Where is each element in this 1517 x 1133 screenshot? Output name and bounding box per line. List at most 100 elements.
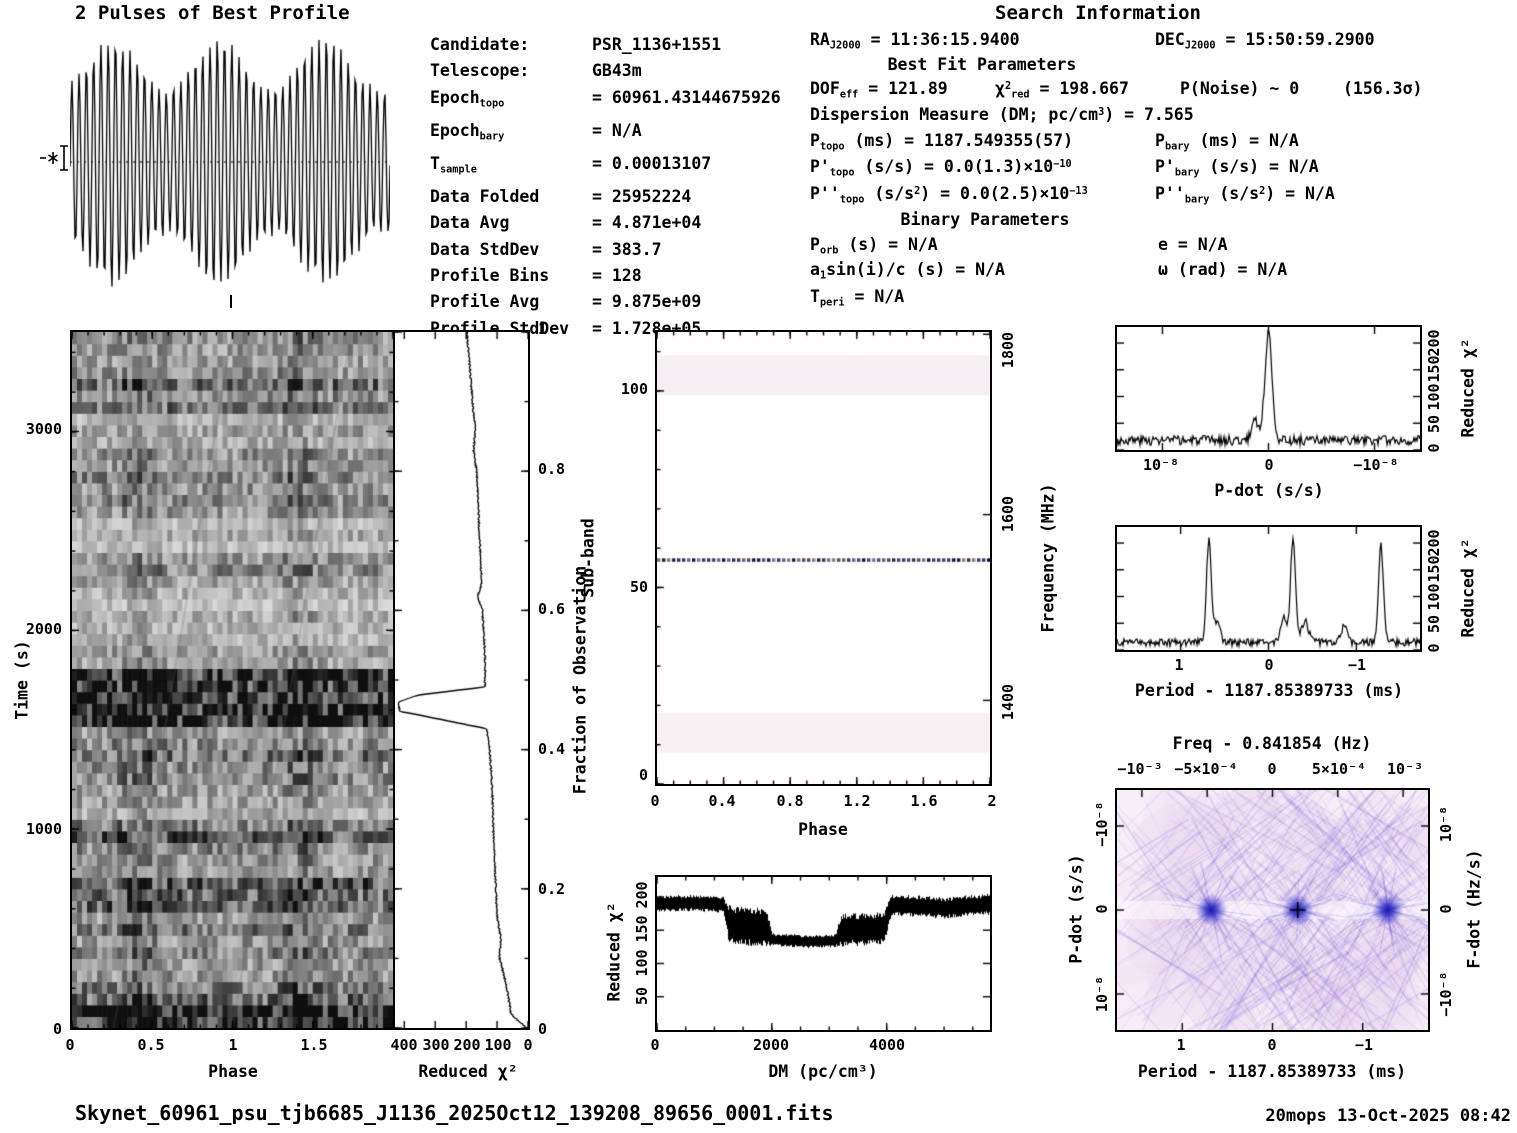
tick-label: 1 xyxy=(1174,656,1184,674)
tick-label: 100 xyxy=(484,1036,512,1054)
asini-value: a1sin(i)/c (s) = N/A xyxy=(810,260,1005,282)
dm-axis-label: DM (pc/cm³) xyxy=(768,1062,878,1081)
sigma-value: (156.3σ) xyxy=(1343,79,1423,98)
fraction-axis-label: Fraction of Observation xyxy=(570,565,590,795)
chi2-vs-time-plot xyxy=(393,330,530,1030)
tick-label: 10⁻⁸ xyxy=(1142,456,1180,474)
candidate-label: Data Folded xyxy=(430,186,540,206)
tick-label: 0 xyxy=(638,766,648,784)
tick-label: 0 xyxy=(65,1036,75,1054)
tick-label: 10⁻⁸ xyxy=(1093,975,1111,1013)
tick-label: 50 xyxy=(629,578,648,596)
candidate-label: Profile Bins xyxy=(430,265,550,285)
time-vs-phase-canvas xyxy=(72,332,393,1028)
pbary-value: Pbary (ms) = N/A xyxy=(1155,131,1299,153)
pdot-vs-period-plane-canvas xyxy=(1117,790,1428,1030)
tick-label: 0 xyxy=(1267,1036,1277,1054)
tick-label: 0 xyxy=(52,1020,62,1038)
subband-axis-label: Sub-band xyxy=(578,518,598,598)
candidate-row: Telescope: GB43m xyxy=(430,58,781,84)
tick-label: −10⁻⁸ xyxy=(1093,801,1111,847)
frequency-axis-label: Frequency (MHz) xyxy=(1038,483,1058,633)
tick-label: 0 xyxy=(523,1036,533,1054)
search-info-title: Search Information xyxy=(995,2,1201,24)
chi2-vs-dm-plot xyxy=(655,875,992,1032)
tick-label: 0.4 xyxy=(708,792,736,810)
period-axis-label: Period - 1187.85389733 (ms) xyxy=(1134,681,1404,700)
dec-value: DECJ2000 = 15:50:59.2900 xyxy=(1155,30,1375,52)
tick-label: 1.6 xyxy=(910,792,938,810)
ra-value: RAJ2000 = 11:36:15.9400 xyxy=(810,30,1020,52)
ptopo-value: Ptopo (ms) = 1187.549355(57) xyxy=(810,131,1074,153)
candidate-label: Telescope: xyxy=(430,61,530,81)
candidate-value: = N/A xyxy=(592,120,642,140)
tick-label: 1400 xyxy=(999,683,1017,721)
tick-label: 0.8 xyxy=(776,792,804,810)
time-vs-phase-plot xyxy=(70,330,395,1030)
subband-vs-phase-plot xyxy=(655,330,992,786)
candidate-value: = 0.00013107 xyxy=(592,153,712,173)
candidate-row: Profile Bins = 128 xyxy=(430,263,781,289)
porb-value: Porb (s) = N/A xyxy=(810,235,938,257)
pdot-vs-period-plane xyxy=(1115,788,1430,1032)
pddot-topo-value: P''topo (s/s2) = 0.0(2.5)×10−13 xyxy=(810,184,1088,206)
tick-label: 200 xyxy=(633,881,651,909)
tick-label: 0.6 xyxy=(538,600,566,618)
tick-label: 10⁻⁸ xyxy=(1437,805,1455,843)
tick-label: 0 xyxy=(1425,643,1443,653)
subband-vs-phase-canvas xyxy=(657,332,990,784)
pdot-axis-label: P-dot (s/s) xyxy=(1214,481,1324,500)
time-axis-label: Time (s) xyxy=(12,640,32,720)
candidate-row: Epochtopo = 60961.43144675926 xyxy=(430,85,781,118)
tick-label: 0 xyxy=(1267,760,1277,778)
omega-value: ω (rad) = N/A xyxy=(1158,260,1288,279)
candidate-row: Candidate: PSR_1136+1551 xyxy=(430,32,781,58)
candidate-value: = 60961.43144675926 xyxy=(592,87,781,107)
tick-label: 10⁻³ xyxy=(1386,760,1424,778)
phase-axis-label: Phase xyxy=(208,1062,258,1081)
tick-label: 100 xyxy=(1425,583,1443,611)
chi2-vs-period-canvas xyxy=(1117,527,1420,650)
tick-label: 2000 xyxy=(25,620,62,638)
tick-label: 50 xyxy=(1425,414,1443,434)
tick-label: 0 xyxy=(1264,656,1274,674)
best-fit-header: Best Fit Parameters xyxy=(887,55,1077,74)
chi2-vs-dm-canvas xyxy=(657,877,990,1030)
tick-label: 0 xyxy=(1093,904,1111,914)
tick-label: 2 xyxy=(987,792,997,810)
tick-label: 0 xyxy=(1425,443,1443,453)
candidate-label: Candidate: xyxy=(430,35,530,54)
tick-label: 1.2 xyxy=(843,792,871,810)
tick-label: −10⁻³ xyxy=(1117,760,1163,778)
tick-label: 150 xyxy=(1425,555,1443,583)
tick-label: 0 xyxy=(650,1036,660,1054)
period-axis-label: Period - 1187.85389733 (ms) xyxy=(1137,1062,1407,1081)
chi2-value: χ2red = 198.667 xyxy=(995,79,1129,101)
candidate-label: Profile Avg xyxy=(430,292,540,312)
candidate-value: = 9.875e+09 xyxy=(592,292,702,312)
tick-label: 1 xyxy=(538,320,548,338)
tick-label: 3000 xyxy=(25,420,62,438)
tick-label: 200 xyxy=(453,1036,481,1054)
tick-label: 5×10⁻⁴ xyxy=(1311,760,1367,778)
tick-label: 100 xyxy=(1425,383,1443,411)
phase-axis-label: Phase xyxy=(798,820,848,839)
chi2-vs-pdot-plot xyxy=(1115,325,1422,452)
reduced-chi2-axis-label: Reduced χ² xyxy=(1458,538,1478,638)
candidate-row: Tsample = 0.00013107 xyxy=(430,151,781,184)
phase-one-tick xyxy=(230,295,232,308)
candidate-label: Epochtopo xyxy=(430,87,505,110)
tick-label: −1 xyxy=(1347,656,1367,674)
tick-label: 50 xyxy=(633,986,651,1006)
candidate-label: Tsample xyxy=(430,153,477,176)
tick-label: −1 xyxy=(1354,1036,1374,1054)
eccentricity-value: e = N/A xyxy=(1158,235,1228,254)
profile-title: 2 Pulses of Best Profile xyxy=(75,2,350,24)
tick-label: 100 xyxy=(633,949,651,977)
tick-label: 400 xyxy=(390,1036,418,1054)
best-profile-canvas xyxy=(70,34,390,290)
candidate-row: Profile Avg = 9.875e+09 xyxy=(430,289,781,315)
fdot-axis-label: F-dot (Hz/s) xyxy=(1464,849,1484,969)
tick-label: 1600 xyxy=(999,495,1017,533)
tick-label: 150 xyxy=(633,915,651,943)
